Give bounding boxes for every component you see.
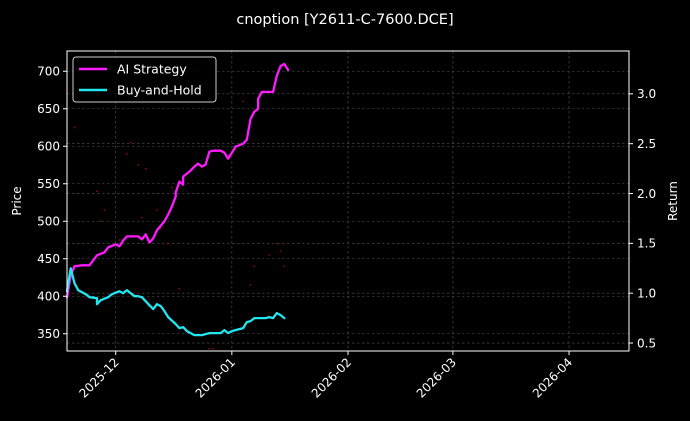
price-point	[103, 209, 106, 211]
y-axis-right-label: Return	[666, 181, 680, 221]
y-left-tick-label: 650	[37, 102, 60, 116]
y-axis-left: 350 400 450 500 550 600 650 700	[37, 65, 67, 341]
y-right-tick-label: 1.5	[637, 237, 656, 251]
price-point	[167, 242, 170, 245]
price-point	[118, 239, 121, 241]
y-right-tick-label: 0.5	[637, 336, 656, 350]
price-point	[171, 186, 173, 189]
price-point	[73, 126, 76, 129]
price-point	[283, 265, 286, 268]
y-left-tick-label: 550	[37, 177, 60, 191]
price-point	[99, 220, 102, 223]
price-point	[141, 216, 143, 219]
y-right-tick-label: 1.0	[637, 286, 656, 300]
y-left-tick-label: 450	[37, 252, 60, 266]
y-left-tick-label: 400	[37, 290, 60, 304]
price-point	[268, 254, 271, 256]
price-point	[178, 287, 181, 290]
chart-title: cnoption [Y2611-C-7600.DCE]	[236, 12, 453, 28]
price-point	[249, 284, 252, 286]
price-point	[137, 164, 140, 166]
y-left-tick-label: 700	[37, 65, 60, 79]
price-point	[129, 141, 132, 144]
series-line-buy-and-hold	[65, 267, 286, 337]
legend: AI Strategy Buy-and-Hold	[72, 56, 217, 103]
grid	[67, 51, 629, 351]
series-line-ai-strategy	[65, 62, 290, 299]
series-lines	[65, 62, 290, 337]
price-point	[159, 227, 162, 230]
y-left-tick-label: 500	[37, 215, 60, 229]
y-right-tick-label: 2.0	[637, 187, 656, 201]
price-scatter	[73, 100, 286, 350]
price-point	[208, 347, 211, 350]
price-point	[126, 152, 128, 155]
price-point	[253, 265, 256, 268]
y-left-tick-label: 350	[37, 327, 60, 341]
y-right-tick-label: 2.5	[637, 137, 656, 151]
legend-label-buy-and-hold: Buy-and-Hold	[117, 83, 202, 98]
y-left-tick-label: 600	[37, 140, 60, 154]
price-point	[242, 100, 244, 103]
price-point	[212, 347, 215, 350]
price-point	[156, 209, 158, 211]
price-point	[96, 190, 98, 193]
price-point	[279, 250, 282, 253]
y-axis-right: 0.5 1.0 1.5 2.0 2.5 3.0	[629, 87, 656, 350]
legend-box	[72, 56, 217, 103]
y-right-tick-label: 3.0	[637, 87, 656, 101]
y-axis-left-label: Price	[10, 186, 24, 215]
legend-label-ai-strategy: AI Strategy	[117, 62, 187, 77]
price-point	[144, 167, 147, 170]
price-point	[275, 242, 278, 245]
